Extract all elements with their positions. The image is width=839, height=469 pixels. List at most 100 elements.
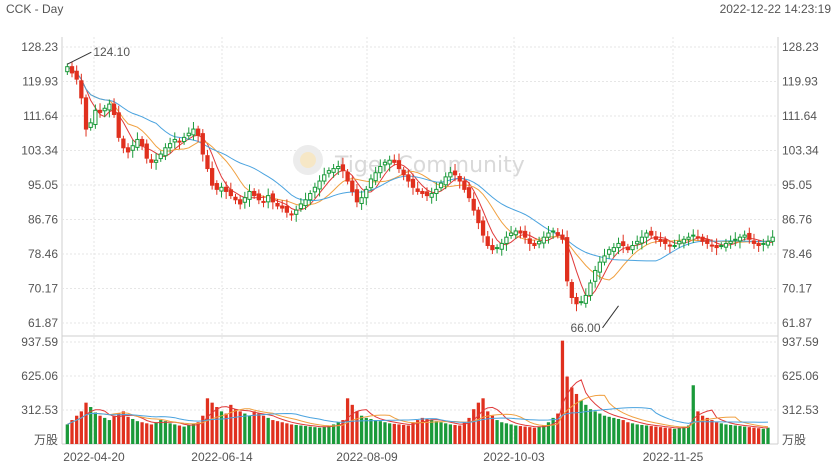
volume-bar: [612, 417, 616, 444]
volume-bar: [672, 428, 677, 444]
candle-body: [116, 112, 121, 138]
price-tick-label-left: 119.93: [22, 75, 58, 89]
volume-bar: [700, 415, 705, 444]
price-tick-label-left: 95.05: [28, 178, 58, 192]
volume-bar: [140, 422, 144, 444]
candle-body: [765, 240, 771, 246]
candle-body: [195, 128, 201, 136]
volume-ma20-line: [67, 407, 769, 425]
volume-bar: [616, 418, 621, 444]
candle-body: [588, 282, 593, 296]
price-tick-label-left: 78.46: [28, 247, 58, 261]
volume-bar: [257, 413, 261, 444]
candle-body: [728, 240, 733, 244]
volume-bar: [289, 424, 294, 444]
volume-tick-label-left: 625.06: [21, 369, 58, 383]
price-tick-label-right: 103.34: [782, 144, 819, 158]
candle-body: [107, 103, 112, 111]
candle-body: [177, 140, 182, 143]
volume-bar: [275, 421, 280, 444]
candle-body: [158, 153, 163, 160]
volume-bar: [327, 425, 331, 444]
volume-bar: [252, 411, 256, 444]
volume-bar: [640, 424, 644, 444]
volume-tick-label-right: 625.06: [782, 369, 819, 383]
candle-body: [93, 109, 98, 125]
candle-body: [541, 236, 546, 244]
volume-bar: [154, 422, 158, 444]
volume-bar: [490, 415, 495, 444]
candle-body: [434, 188, 439, 195]
date-tick-label: 2022-08-09: [336, 450, 398, 464]
volume-bar: [369, 418, 373, 444]
volume-bar: [500, 422, 504, 444]
volume-bar: [686, 425, 691, 444]
candle-body: [74, 70, 79, 80]
volume-bar: [719, 423, 723, 444]
volume-bar: [472, 409, 476, 444]
volume-bar: [247, 415, 252, 444]
candle-body: [508, 232, 514, 237]
volume-bar: [65, 424, 69, 444]
candle-body: [742, 234, 747, 238]
volume-bar: [654, 426, 658, 444]
volume-bar: [434, 421, 438, 444]
candle-body: [756, 242, 761, 247]
volume-bar: [177, 425, 182, 444]
volume-bar: [462, 422, 467, 444]
volume-bar: [677, 427, 681, 444]
volume-bars: [65, 340, 770, 444]
candle-body: [649, 230, 654, 236]
volume-bar: [649, 426, 653, 444]
volume-bar: [757, 428, 761, 444]
volume-bar: [229, 404, 233, 444]
candle-body: [303, 199, 308, 207]
volume-bar: [705, 417, 709, 444]
volume-bar: [574, 393, 579, 444]
candle-body: [555, 232, 560, 236]
candle-body: [317, 180, 322, 190]
candle-body: [677, 240, 682, 245]
candle-body: [387, 159, 392, 165]
candle-body: [312, 186, 318, 193]
price-tick-label-left: 86.76: [28, 213, 58, 227]
volume-bar: [714, 422, 719, 444]
candle-body: [723, 242, 729, 248]
volume-bar: [98, 415, 102, 444]
candle-body: [125, 147, 131, 153]
volume-bar: [75, 415, 79, 444]
candle-body: [700, 236, 705, 242]
volume-unit-label-left: 万股: [34, 433, 58, 447]
candle-body: [658, 238, 663, 242]
volume-bar: [266, 417, 270, 444]
volume-bar: [416, 420, 420, 444]
volume-bar: [486, 411, 490, 444]
candle-body: [172, 138, 177, 143]
volume-bar: [121, 411, 126, 444]
volume-bar: [733, 425, 737, 444]
candle-body: [167, 143, 173, 149]
candle-body: [574, 297, 579, 305]
volume-bar: [766, 427, 770, 444]
volume-bar: [607, 416, 611, 444]
candle-body: [681, 238, 687, 244]
candle-body: [448, 172, 453, 178]
volume-bar: [378, 421, 382, 444]
volume-bar: [355, 411, 359, 444]
volume-bar: [107, 420, 112, 444]
date-tick-label: 2022-06-14: [191, 450, 253, 464]
volume-bar: [112, 415, 116, 444]
volume-bar: [159, 420, 163, 444]
candle-body: [186, 132, 191, 137]
volume-bar: [570, 387, 574, 444]
volume-tick-label-left: 937.59: [21, 335, 58, 349]
volume-bar: [518, 426, 523, 444]
candle-body: [695, 236, 701, 239]
volume-bar: [579, 400, 583, 444]
volume-bar: [448, 424, 452, 444]
volume-bar: [644, 425, 649, 444]
candle-body: [583, 294, 588, 304]
volume-bar: [149, 424, 154, 444]
candle-body: [135, 138, 140, 148]
volume-bar: [481, 398, 485, 444]
